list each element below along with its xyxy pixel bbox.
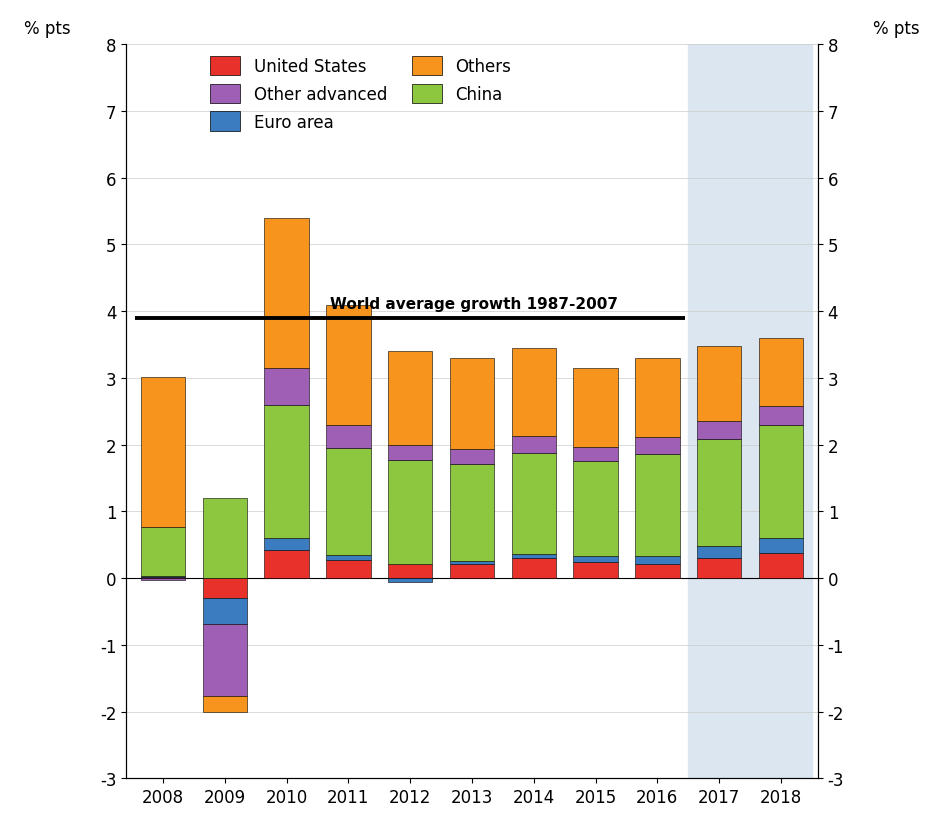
Bar [141,577,185,579]
Bar [697,421,741,440]
Bar [264,405,309,538]
Bar [203,624,247,696]
Bar [688,45,812,778]
Bar [573,557,617,562]
Bar [141,576,185,577]
Bar [449,562,495,564]
Text: World average growth 1987-2007: World average growth 1987-2007 [329,297,618,312]
Bar [697,347,741,421]
Bar [635,455,680,556]
Bar [573,447,617,461]
Bar [327,305,371,425]
Bar [635,437,680,455]
Bar [203,696,247,712]
Bar [388,446,432,461]
Bar [759,338,803,407]
Bar [203,579,247,599]
Legend: United States, Other advanced, Euro area, Others, China: United States, Other advanced, Euro area… [211,57,512,131]
Bar [697,440,741,547]
Bar [573,369,617,447]
Bar [635,358,680,437]
Bar [449,564,495,579]
Bar [327,555,371,561]
Bar [759,407,803,425]
Bar [327,561,371,579]
Bar [264,551,309,579]
Bar [697,558,741,579]
Bar [203,499,247,579]
Bar [573,562,617,579]
Bar [141,528,185,576]
Bar [449,465,495,562]
Bar [635,564,680,579]
Bar [512,554,556,558]
Bar [388,579,432,582]
Bar [449,358,495,450]
Bar [512,348,556,437]
Bar [264,369,309,405]
Text: % pts: % pts [873,20,920,38]
Bar [759,425,803,538]
Bar [759,538,803,553]
Bar [327,425,371,448]
Bar [697,547,741,558]
Bar [449,450,495,465]
Bar [141,377,185,528]
Bar [512,558,556,579]
Bar [388,461,432,564]
Bar [388,351,432,446]
Bar [573,461,617,557]
Bar [327,448,371,555]
Bar [388,564,432,579]
Bar [635,556,680,564]
Bar [264,218,309,369]
Bar [512,437,556,453]
Bar [203,599,247,624]
Bar [264,538,309,551]
Bar [759,553,803,579]
Bar [141,579,185,580]
Bar [512,453,556,554]
Text: % pts: % pts [24,20,71,38]
